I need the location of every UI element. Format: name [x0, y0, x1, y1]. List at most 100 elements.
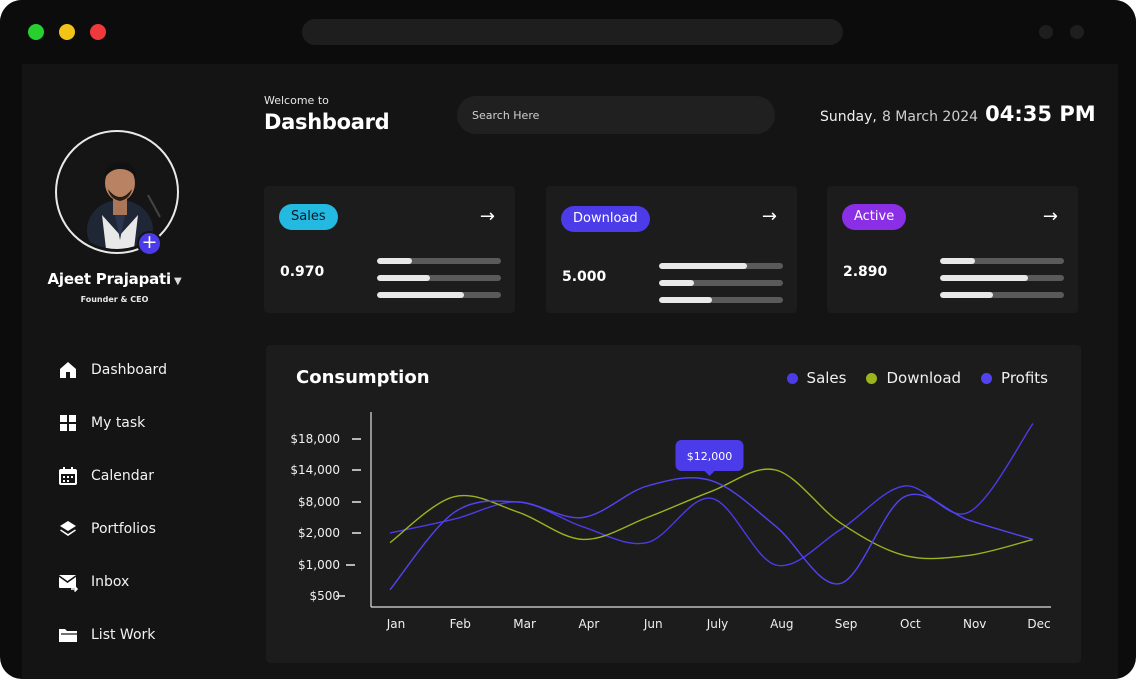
tooltip-label: $12,000: [687, 450, 733, 463]
series-line-profits: [389, 477, 1034, 591]
stat-card-sales[interactable]: Sales → 0.970: [264, 186, 515, 313]
progress-fill: [659, 263, 748, 269]
consumption-chart: $18,000 $14,000 $8,000 $2,000 $1,000 $500 Jan F…: [290, 412, 1051, 631]
progress-fill: [377, 292, 464, 298]
x-tick-label: Apr: [579, 617, 600, 631]
x-tick-label: Aug: [770, 617, 793, 631]
y-tick-label: $14,000: [290, 463, 340, 477]
minimize-button[interactable]: [59, 24, 75, 40]
progress-bar: [377, 292, 501, 298]
x-tick-label: Oct: [900, 617, 921, 631]
window-control-1[interactable]: [1039, 25, 1053, 39]
x-tick-label: Nov: [963, 617, 986, 631]
progress-fill: [940, 275, 1029, 281]
progress-bar: [659, 297, 783, 303]
chevron-down-icon: ▼: [173, 276, 182, 287]
card-label: Sales: [279, 204, 338, 230]
progress-bar: [940, 258, 1064, 264]
y-tick-label: $2,000: [298, 526, 340, 540]
maximize-button[interactable]: [28, 24, 44, 40]
progress-fill: [377, 258, 412, 264]
grid-icon: [60, 415, 76, 431]
sidebar-item-label: Calendar: [91, 468, 154, 484]
welcome-text: Welcome to: [264, 94, 329, 107]
sidebar: + Ajeet Prajapati ▼ Founder & CEO Dashboa…: [22, 64, 225, 679]
legend-swatch: [786, 372, 798, 384]
add-photo-button[interactable]: +: [137, 231, 162, 256]
legend-swatch: [866, 372, 878, 384]
y-tick-label: $1,000: [298, 558, 340, 572]
address-bar[interactable]: [302, 19, 843, 45]
folder-icon: [59, 629, 77, 642]
sidebar-item-my-task[interactable]: My task: [58, 412, 218, 434]
sidebar-item-dashboard[interactable]: Dashboard: [58, 359, 218, 381]
progress-bar: [940, 275, 1064, 281]
legend-item-download[interactable]: Download: [866, 369, 961, 387]
profile-name-text: Ajeet Prajapati: [47, 270, 172, 288]
card-progress-bars: [377, 258, 501, 309]
mail-icon: [58, 575, 78, 592]
arrow-right-icon[interactable]: →: [479, 206, 495, 227]
consumption-chart-card: $18,000 $14,000 $8,000 $2,000 $1,000 $500 Jan F…: [266, 345, 1081, 663]
time-text: 04:35 PM: [985, 102, 1096, 126]
progress-fill: [659, 297, 713, 303]
sidebar-item-inbox[interactable]: Inbox: [58, 571, 218, 593]
stat-card-active[interactable]: Active → 2.890: [827, 186, 1078, 313]
sidebar-item-label: My task: [91, 415, 146, 431]
date-text: 8 March 2024: [881, 109, 979, 125]
arrow-right-icon[interactable]: →: [1042, 206, 1058, 227]
profile-photo: [60, 135, 174, 249]
card-progress-bars: [659, 263, 783, 314]
progress-bar: [940, 292, 1064, 298]
card-value: 0.970: [280, 264, 325, 280]
profile-name[interactable]: Ajeet Prajapati ▼: [22, 270, 207, 288]
progress-bar: [377, 258, 501, 264]
legend-item-profits[interactable]: Profits: [981, 369, 1048, 387]
progress-fill: [659, 280, 694, 286]
tooltip-box: [675, 440, 744, 471]
x-tick-label: July: [706, 617, 729, 631]
stat-card-download[interactable]: Download → 5.000: [546, 186, 797, 313]
card-progress-bars: [940, 258, 1064, 309]
card-label: Download: [561, 206, 650, 232]
page-title: Dashboard: [264, 110, 390, 134]
legend-item-sales[interactable]: Sales: [786, 369, 847, 387]
legend-label: Download: [886, 369, 962, 387]
x-tick-label: Dec: [1027, 617, 1050, 631]
progress-fill: [377, 275, 431, 281]
x-tick-label: Jun: [643, 617, 663, 631]
card-value: 5.000: [562, 269, 607, 285]
window-control-2[interactable]: [1070, 25, 1084, 39]
profile-role: Founder & CEO: [80, 295, 149, 304]
progress-bar: [659, 263, 783, 269]
progress-bar: [659, 280, 783, 286]
chart-legend: Sales Download Profits: [767, 369, 1048, 387]
progress-fill: [940, 258, 975, 264]
x-tick-label: Mar: [513, 617, 536, 631]
progress-bar: [377, 275, 501, 281]
y-tick-label: $500: [309, 589, 340, 603]
x-tick-label: Feb: [450, 617, 471, 631]
x-tick-label: Sep: [835, 617, 858, 631]
y-tick-label: $18,000: [290, 432, 340, 446]
home-icon: [60, 362, 76, 378]
sidebar-item-calendar[interactable]: Calendar: [58, 465, 218, 487]
sidebar-item-portfolios[interactable]: Portfolios: [58, 518, 218, 540]
legend-label: Sales: [806, 369, 847, 387]
y-tick-label: $8,000: [298, 495, 340, 509]
layers-icon: [60, 521, 76, 536]
avatar[interactable]: [55, 130, 179, 254]
day-text: Sunday,: [820, 109, 877, 125]
tooltip-pointer: [703, 470, 716, 476]
close-button[interactable]: [90, 24, 106, 40]
chart-title: Consumption: [296, 367, 430, 388]
calendar-icon: [59, 467, 77, 485]
arrow-right-icon[interactable]: →: [761, 206, 777, 227]
legend-swatch: [981, 372, 993, 384]
series-line-download: [389, 468, 1034, 560]
title-bar: [0, 0, 1136, 64]
search-input[interactable]: [457, 96, 775, 134]
card-label: Active: [842, 204, 907, 230]
sidebar-item-list-work[interactable]: List Work: [58, 624, 218, 646]
